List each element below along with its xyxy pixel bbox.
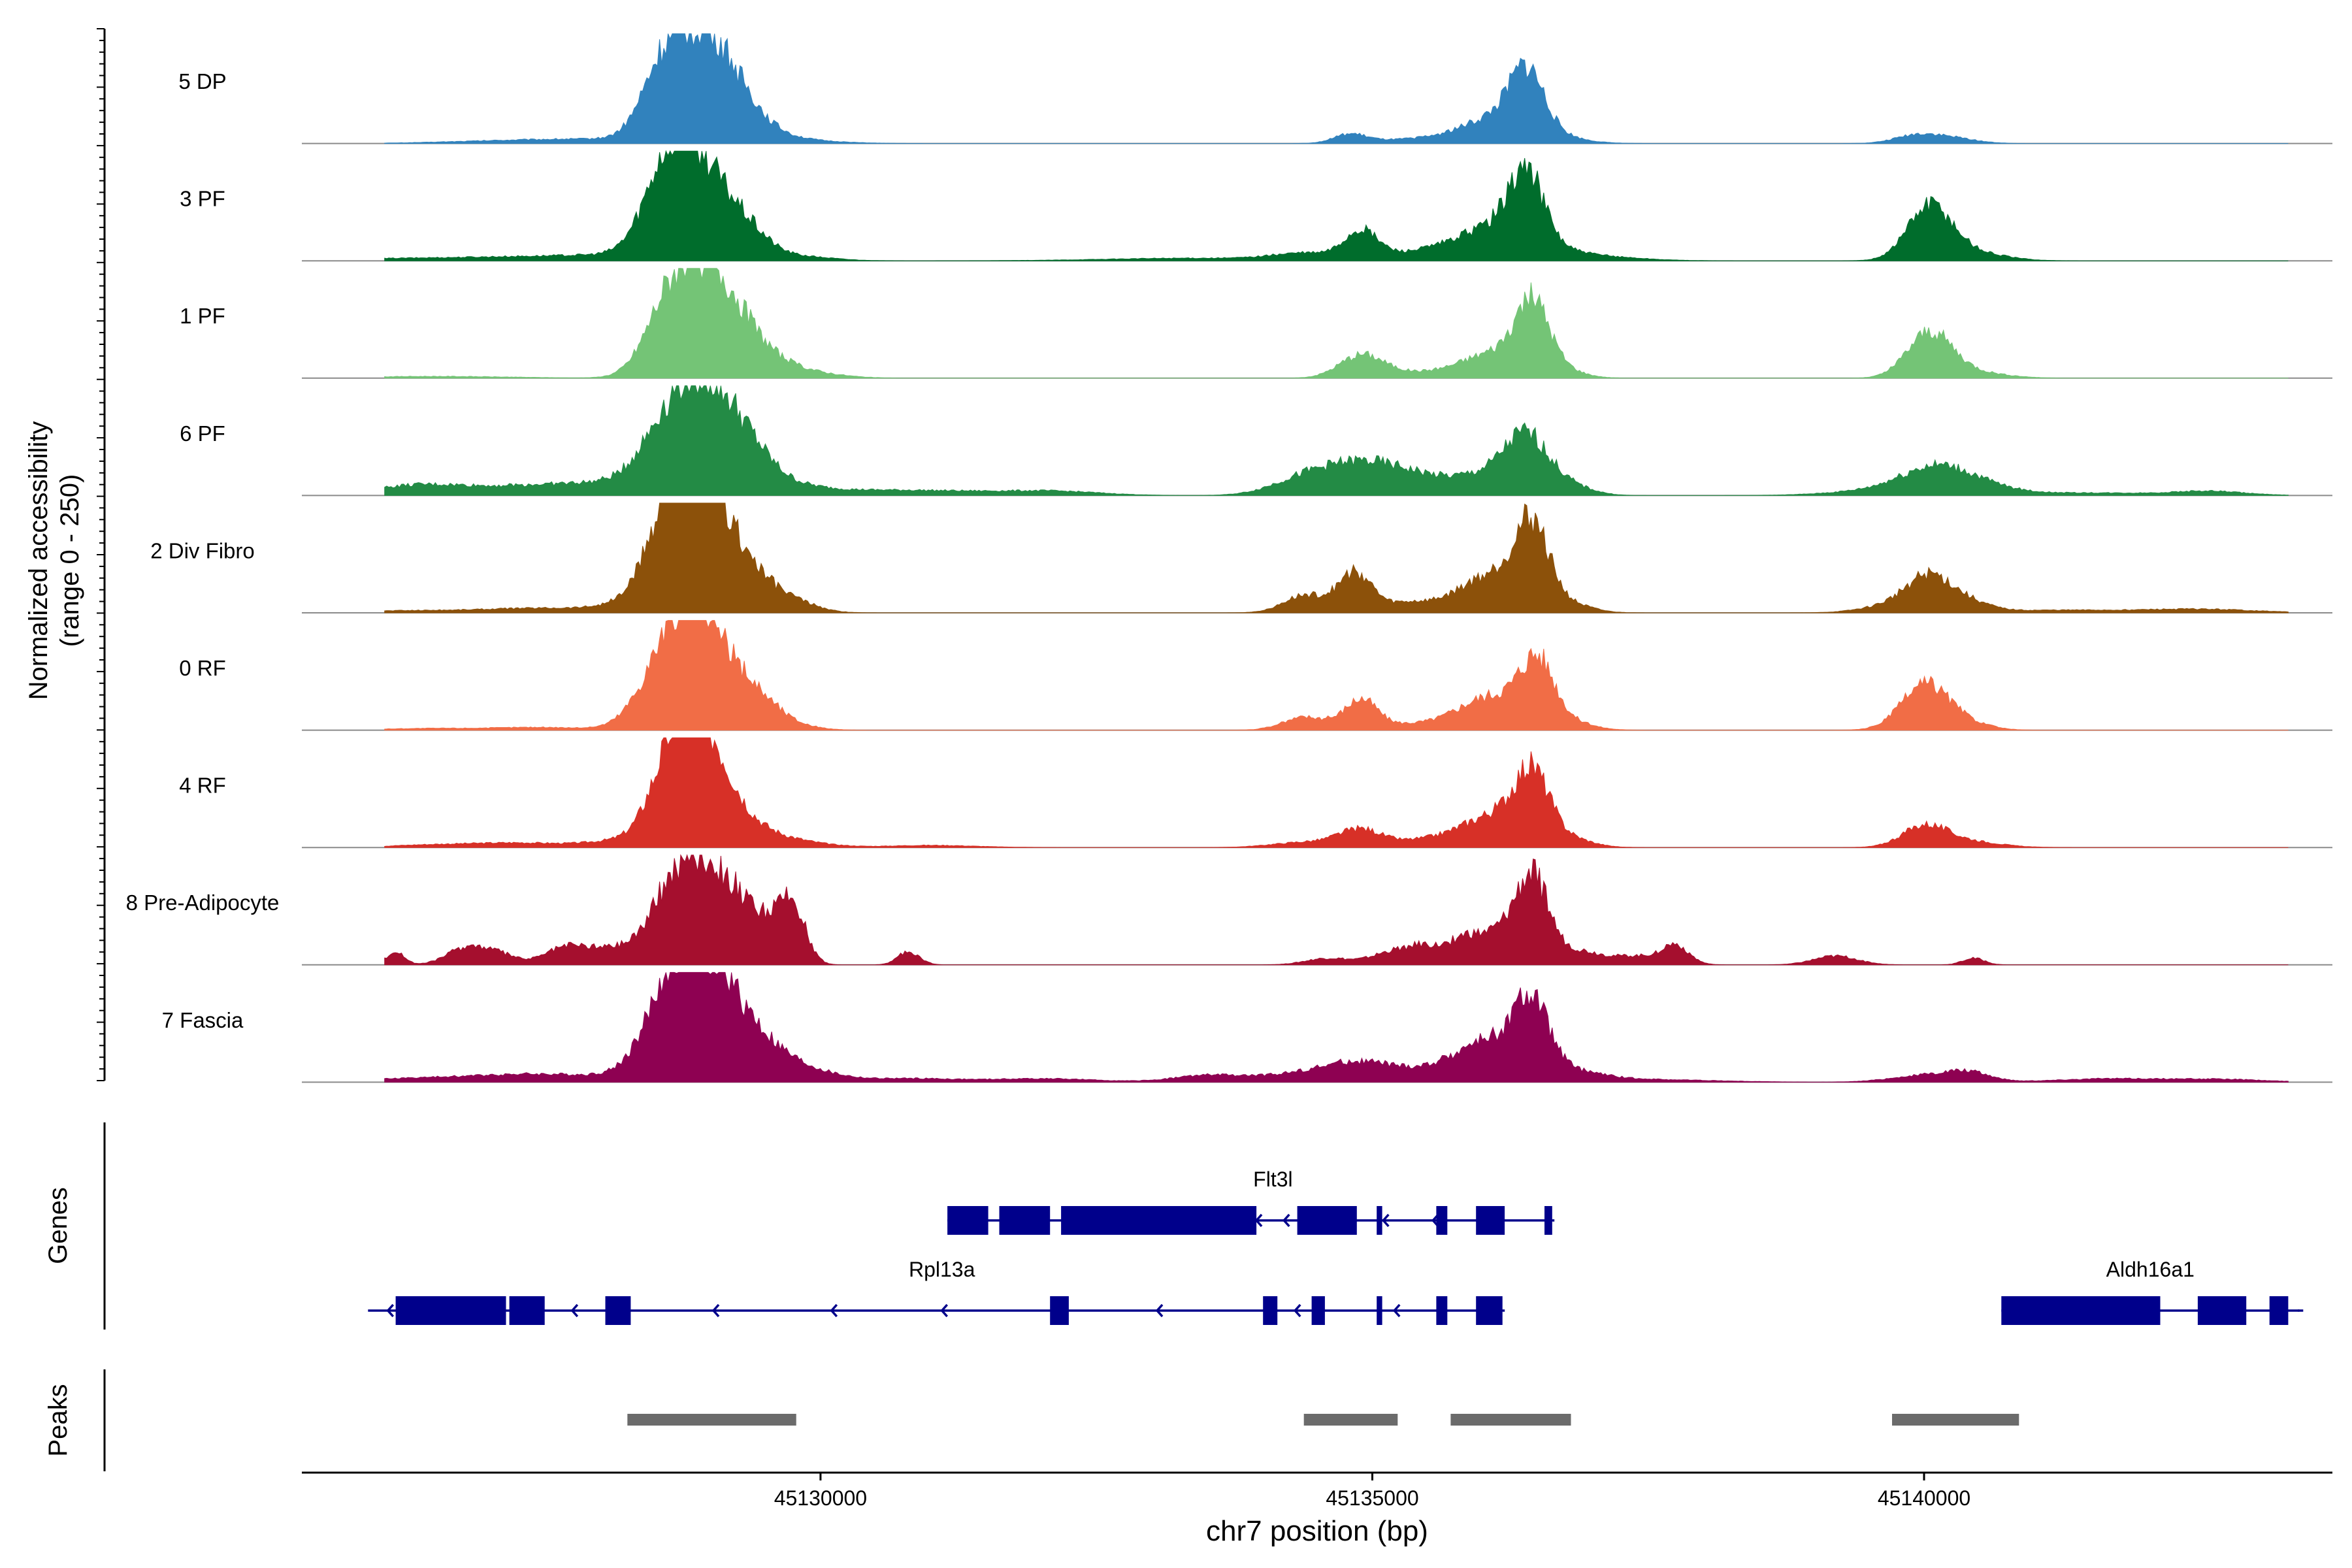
strand-arrow [1392, 1303, 1401, 1318]
gene-label: Flt3l [1253, 1168, 1292, 1191]
track-labels: 5 DP 3 PF 1 PF 6 PF 2 Div Fibro 0 RF 4 RF 8 Pre… [126, 69, 280, 1032]
gene-exon [1311, 1296, 1325, 1325]
strand-arrow [940, 1303, 949, 1318]
strand-arrow [711, 1303, 720, 1318]
gene-label: Rpl13a [909, 1258, 975, 1281]
coverage-area [384, 33, 2289, 144]
track-label: 8 Pre-Adipocyte [126, 890, 280, 915]
gene-exon [2269, 1296, 2289, 1325]
peak-bar [627, 1414, 796, 1426]
coverage-y-axis-ticks [97, 28, 105, 1081]
x-tick-label: 45135000 [1326, 1486, 1418, 1510]
genes-panel-label: Genes [44, 1187, 73, 1264]
x-axis-title: chr7 position (bp) [1206, 1515, 1428, 1547]
peak-bar [1892, 1414, 2019, 1426]
strand-arrow [1293, 1303, 1301, 1318]
gene-exon [2197, 1296, 2247, 1325]
x-axis-ticks: 45130000 45135000 45140000 [774, 1473, 1970, 1510]
track-label: 2 Div Fibro [150, 538, 255, 563]
coverage-area [384, 385, 2289, 496]
gene-exon [1436, 1206, 1448, 1235]
track-label: 1 PF [180, 304, 225, 328]
gene-exon [509, 1296, 545, 1325]
coverage-tracks [302, 33, 2332, 1083]
peak-bar [1450, 1414, 1571, 1426]
gene-exon [1476, 1206, 1505, 1235]
y-axis-title-line2: (range 0 - 250) [56, 474, 84, 647]
track-label: 3 PF [180, 187, 225, 211]
coverage-area [384, 150, 2289, 261]
gene-exon [1050, 1296, 1069, 1325]
peaks-panel-label: Peaks [44, 1384, 73, 1456]
gene-exon [1297, 1206, 1357, 1235]
track-label: 4 RF [179, 774, 226, 798]
y-axis-title: Normalized accessibility (range 0 - 250) [24, 421, 84, 700]
gene-exon [999, 1206, 1051, 1235]
gene-model: Rpl13a [368, 1258, 1505, 1325]
strand-arrow [1155, 1303, 1164, 1318]
track-label: 7 Fascia [162, 1008, 244, 1032]
coverage-area [384, 854, 2289, 966]
strand-arrow [1431, 1213, 1439, 1228]
gene-annotations: Flt3l Rpl13a Aldh16a1 [368, 1168, 2304, 1325]
strand-arrow [1254, 1213, 1263, 1228]
gene-exon [947, 1206, 988, 1235]
strand-arrow [830, 1303, 838, 1318]
gene-exon [395, 1296, 506, 1325]
track-label: 5 DP [178, 69, 226, 93]
track-label: 6 PF [180, 421, 225, 446]
gene-exon [1061, 1206, 1257, 1235]
coverage-area [384, 502, 2289, 613]
peak-bar [1303, 1414, 1398, 1426]
gene-exon [1476, 1296, 1503, 1325]
gene-exon [1263, 1296, 1278, 1325]
strand-arrow [570, 1303, 579, 1318]
peak-regions [627, 1414, 2019, 1426]
gene-exon [605, 1296, 631, 1325]
gene-exon [1544, 1206, 1552, 1235]
gene-label: Aldh16a1 [2106, 1258, 2195, 1281]
gene-exon [1436, 1296, 1448, 1325]
x-tick-label: 45130000 [774, 1486, 867, 1510]
coverage-area [384, 268, 2289, 379]
coverage-area [384, 620, 2289, 731]
gene-exon [1377, 1296, 1382, 1325]
y-axis-title-line1: Normalized accessibility [24, 421, 53, 700]
track-label: 0 RF [179, 656, 226, 680]
strand-arrow [1494, 1303, 1502, 1318]
gene-exon [2001, 1296, 2161, 1325]
coverage-area [384, 972, 2289, 1083]
strand-arrow [1382, 1213, 1390, 1228]
x-tick-label: 45140000 [1878, 1486, 1970, 1510]
gene-model: Flt3l [947, 1168, 1555, 1235]
strand-arrow [386, 1303, 395, 1318]
gene-exon [1377, 1206, 1382, 1235]
coverage-area [384, 737, 2289, 848]
gene-model: Aldh16a1 [2001, 1258, 2304, 1325]
strand-arrow [1282, 1213, 1290, 1228]
